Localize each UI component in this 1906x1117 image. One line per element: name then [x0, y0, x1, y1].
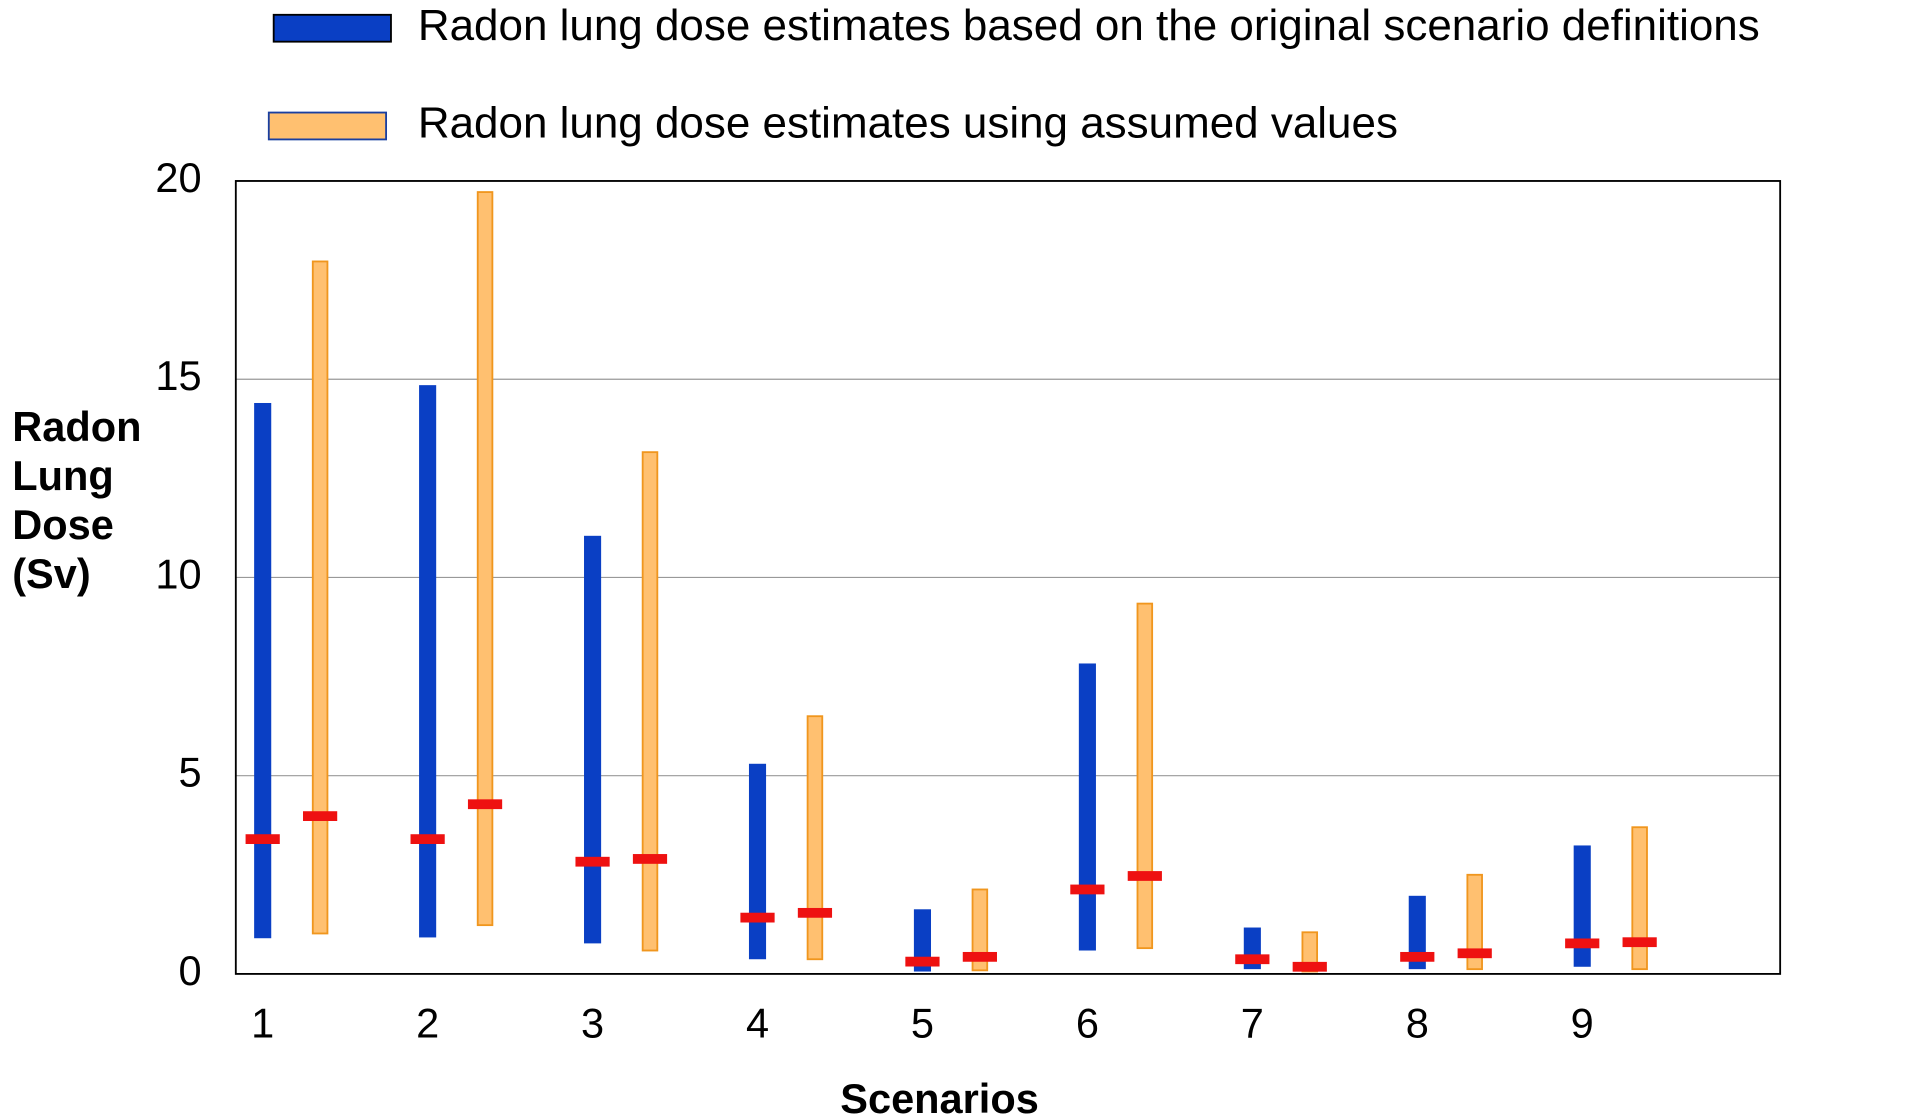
median-marker	[797, 907, 833, 918]
median-marker	[962, 951, 997, 962]
median-marker	[1400, 951, 1435, 962]
y-tick-label: 20	[155, 154, 201, 201]
y-tick-label: 0	[178, 947, 201, 994]
x-tick-label: 9	[1571, 999, 1594, 1046]
legend-swatch	[267, 111, 388, 141]
x-tick-label: 2	[416, 999, 439, 1046]
legend-label: Radon lung dose estimates based on the o…	[418, 1, 1760, 50]
median-marker	[1235, 954, 1270, 965]
y-tick-label: 5	[178, 749, 201, 796]
range-bar	[254, 402, 272, 939]
range-bar	[419, 385, 437, 938]
median-marker	[1622, 937, 1657, 948]
median-marker	[1565, 938, 1600, 949]
x-tick-label: 5	[911, 999, 934, 1046]
range-bar	[476, 191, 494, 927]
range-bar	[1466, 873, 1483, 971]
median-marker	[1070, 884, 1105, 895]
range-bar	[311, 260, 329, 935]
median-marker	[1127, 871, 1162, 881]
median-marker	[467, 799, 503, 810]
median-marker	[905, 956, 940, 967]
median-marker	[632, 854, 668, 864]
x-tick-label: 4	[746, 999, 769, 1046]
x-tick-label: 8	[1406, 999, 1429, 1046]
y-tick-label: 10	[155, 550, 201, 597]
range-bar	[913, 909, 932, 972]
x-tick-label: 3	[581, 999, 604, 1046]
range-bar	[1573, 845, 1591, 967]
x-tick-label: 6	[1076, 999, 1099, 1046]
median-marker	[1457, 948, 1492, 959]
y-tick-label: 15	[155, 352, 201, 399]
median-marker	[740, 912, 775, 923]
x-tick-label: 7	[1241, 999, 1264, 1046]
median-marker	[575, 856, 610, 867]
range-bar	[584, 535, 602, 944]
median-marker	[245, 834, 280, 844]
median-marker	[1292, 961, 1327, 972]
x-tick-label: 1	[251, 999, 274, 1046]
range-bar	[971, 888, 989, 972]
y-axis-label-box: Radon Lung Dose (Sv)	[12, 404, 142, 598]
median-marker	[303, 811, 338, 822]
range-bar	[641, 451, 659, 952]
y-axis-label: Radon Lung Dose (Sv)	[12, 404, 142, 598]
range-bar	[1078, 663, 1096, 951]
legend-swatch	[272, 13, 392, 43]
range-bar	[748, 763, 767, 960]
range-bar	[1136, 602, 1154, 950]
plot-frame	[234, 180, 1782, 975]
legend-label: Radon lung dose estimates using assumed …	[418, 99, 1398, 148]
range-bar	[806, 715, 824, 961]
range-bar	[1631, 826, 1648, 971]
median-marker	[410, 834, 445, 844]
x-axis-label: Scenarios	[840, 1075, 1039, 1117]
range-bar	[1408, 895, 1426, 970]
